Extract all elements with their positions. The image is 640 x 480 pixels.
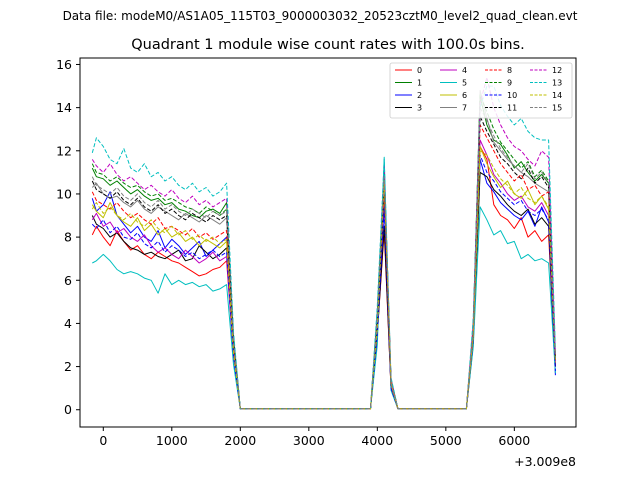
y-tick-label: 14 <box>56 100 72 115</box>
legend-label-13: 13 <box>552 79 562 88</box>
series-line-15 <box>91 107 556 410</box>
y-tick-label: 4 <box>64 316 72 331</box>
legend-label-15: 15 <box>552 104 562 113</box>
x-tick-label: 0 <box>99 433 107 448</box>
figure-suptitle: Data file: modeM0/AS1A05_115T03_90000030… <box>63 9 578 23</box>
plot-area-frame <box>79 57 577 428</box>
y-tick-label: 8 <box>64 230 72 245</box>
legend-label-1: 1 <box>417 79 422 88</box>
x-offset-label: +3.009e8 <box>514 454 576 469</box>
legend-label-8: 8 <box>507 66 512 75</box>
x-tick-label: 6000 <box>498 433 530 448</box>
y-tick-label: 16 <box>56 57 72 72</box>
x-tick-label: 3000 <box>293 433 325 448</box>
y-tick-label: 12 <box>56 143 72 158</box>
series-layer <box>91 76 556 410</box>
y-tick-label: 10 <box>56 186 72 201</box>
x-tick-label: 4000 <box>361 433 393 448</box>
legend-label-6: 6 <box>462 91 467 100</box>
x-tick-label: 5000 <box>430 433 462 448</box>
series-line-14 <box>91 150 556 410</box>
x-tick-label: 1000 <box>156 433 188 448</box>
legend-label-14: 14 <box>552 91 562 100</box>
legend-label-0: 0 <box>417 66 422 75</box>
y-tick-label: 0 <box>64 402 72 417</box>
legend-label-4: 4 <box>462 66 467 75</box>
legend-label-5: 5 <box>462 79 467 88</box>
legend-label-3: 3 <box>417 104 422 113</box>
legend-label-10: 10 <box>507 91 517 100</box>
legend-label-12: 12 <box>552 66 562 75</box>
legend-label-9: 9 <box>507 79 512 88</box>
x-tick-label: 2000 <box>224 433 256 448</box>
y-tick-label: 6 <box>64 273 72 288</box>
y-tick-label: 2 <box>64 359 72 374</box>
legend-frame <box>389 62 573 119</box>
chart-title: Quadrant 1 module wise count rates with … <box>131 37 525 53</box>
legend-label-2: 2 <box>417 91 422 100</box>
legend-label-11: 11 <box>507 104 517 113</box>
legend-label-7: 7 <box>462 104 467 113</box>
